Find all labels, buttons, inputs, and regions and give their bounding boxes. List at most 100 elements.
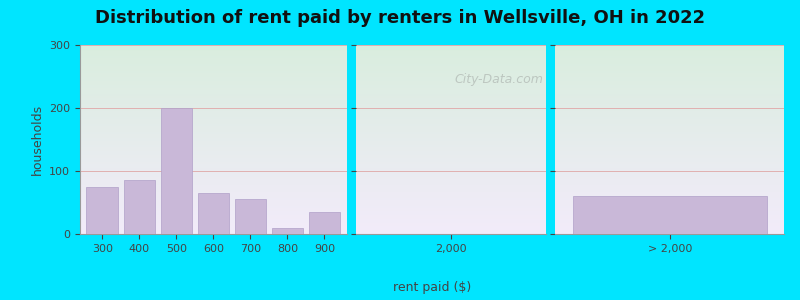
Bar	[555, 138, 784, 140]
Bar	[356, 192, 546, 194]
Bar	[356, 162, 546, 164]
Bar	[356, 183, 546, 185]
Bar	[356, 51, 546, 52]
Bar	[356, 221, 546, 223]
Bar	[80, 194, 346, 196]
Bar	[356, 223, 546, 224]
Bar	[555, 92, 784, 94]
Bar	[555, 228, 784, 230]
Bar	[80, 113, 346, 115]
Bar	[80, 128, 346, 130]
Bar	[80, 157, 346, 158]
Bar	[80, 228, 346, 230]
Bar	[80, 115, 346, 117]
Bar	[356, 187, 546, 189]
Bar	[80, 77, 346, 79]
Bar	[80, 200, 346, 202]
Bar	[80, 117, 346, 119]
Bar	[555, 168, 784, 170]
Bar	[555, 183, 784, 185]
Bar	[80, 134, 346, 136]
Bar	[234, 200, 266, 234]
Bar	[80, 100, 346, 102]
Bar	[356, 213, 546, 215]
Bar	[80, 66, 346, 68]
Bar	[356, 200, 546, 202]
Bar	[356, 166, 546, 168]
Bar	[356, 147, 546, 149]
Bar	[80, 70, 346, 71]
Bar	[356, 151, 546, 153]
Bar	[356, 74, 546, 75]
Bar	[356, 92, 546, 94]
Bar	[555, 200, 784, 202]
Bar	[80, 102, 346, 103]
Bar	[356, 111, 546, 113]
Bar	[356, 217, 546, 219]
Bar	[356, 126, 546, 128]
Bar	[80, 55, 346, 56]
Bar	[80, 81, 346, 83]
Bar	[80, 107, 346, 109]
Bar	[555, 49, 784, 51]
Bar	[356, 204, 546, 206]
Bar	[356, 132, 546, 134]
Bar	[555, 98, 784, 100]
Bar	[80, 223, 346, 224]
Bar	[555, 230, 784, 232]
Bar	[356, 190, 546, 192]
Bar	[80, 94, 346, 96]
Bar	[555, 74, 784, 75]
Bar	[80, 140, 346, 141]
Text: City-Data.com: City-Data.com	[454, 73, 543, 85]
Bar	[555, 115, 784, 117]
Bar	[356, 134, 546, 136]
Bar	[555, 102, 784, 103]
Bar	[356, 49, 546, 51]
Bar	[555, 153, 784, 154]
Bar	[356, 202, 546, 204]
Bar	[555, 45, 784, 47]
Bar	[555, 132, 784, 134]
Y-axis label: households: households	[30, 104, 43, 175]
Bar	[80, 177, 346, 179]
Bar	[555, 151, 784, 153]
Bar	[555, 190, 784, 192]
Bar	[80, 85, 346, 87]
Bar	[80, 166, 346, 168]
Bar	[356, 96, 546, 98]
Bar	[356, 143, 546, 145]
Bar	[555, 185, 784, 187]
Bar	[356, 124, 546, 126]
Bar	[555, 162, 784, 164]
Bar	[555, 232, 784, 234]
Bar	[80, 109, 346, 111]
Bar	[80, 141, 346, 143]
Bar	[555, 147, 784, 149]
Bar	[356, 140, 546, 141]
Bar	[356, 164, 546, 166]
Bar	[356, 179, 546, 181]
Bar	[80, 145, 346, 147]
Bar	[356, 79, 546, 81]
Bar	[555, 66, 784, 68]
Bar	[356, 176, 546, 177]
Bar	[80, 98, 346, 100]
Bar	[555, 58, 784, 60]
Bar	[555, 134, 784, 136]
Bar	[555, 75, 784, 77]
Bar	[555, 204, 784, 206]
Bar	[80, 60, 346, 62]
Bar	[356, 173, 546, 175]
Bar	[555, 189, 784, 190]
Bar	[80, 64, 346, 66]
Bar	[80, 202, 346, 204]
Bar	[80, 221, 346, 223]
Bar	[555, 208, 784, 209]
Bar	[555, 211, 784, 213]
Bar	[356, 172, 546, 173]
Bar	[356, 45, 546, 47]
Bar	[123, 181, 155, 234]
Bar	[356, 94, 546, 96]
Bar	[356, 52, 546, 54]
